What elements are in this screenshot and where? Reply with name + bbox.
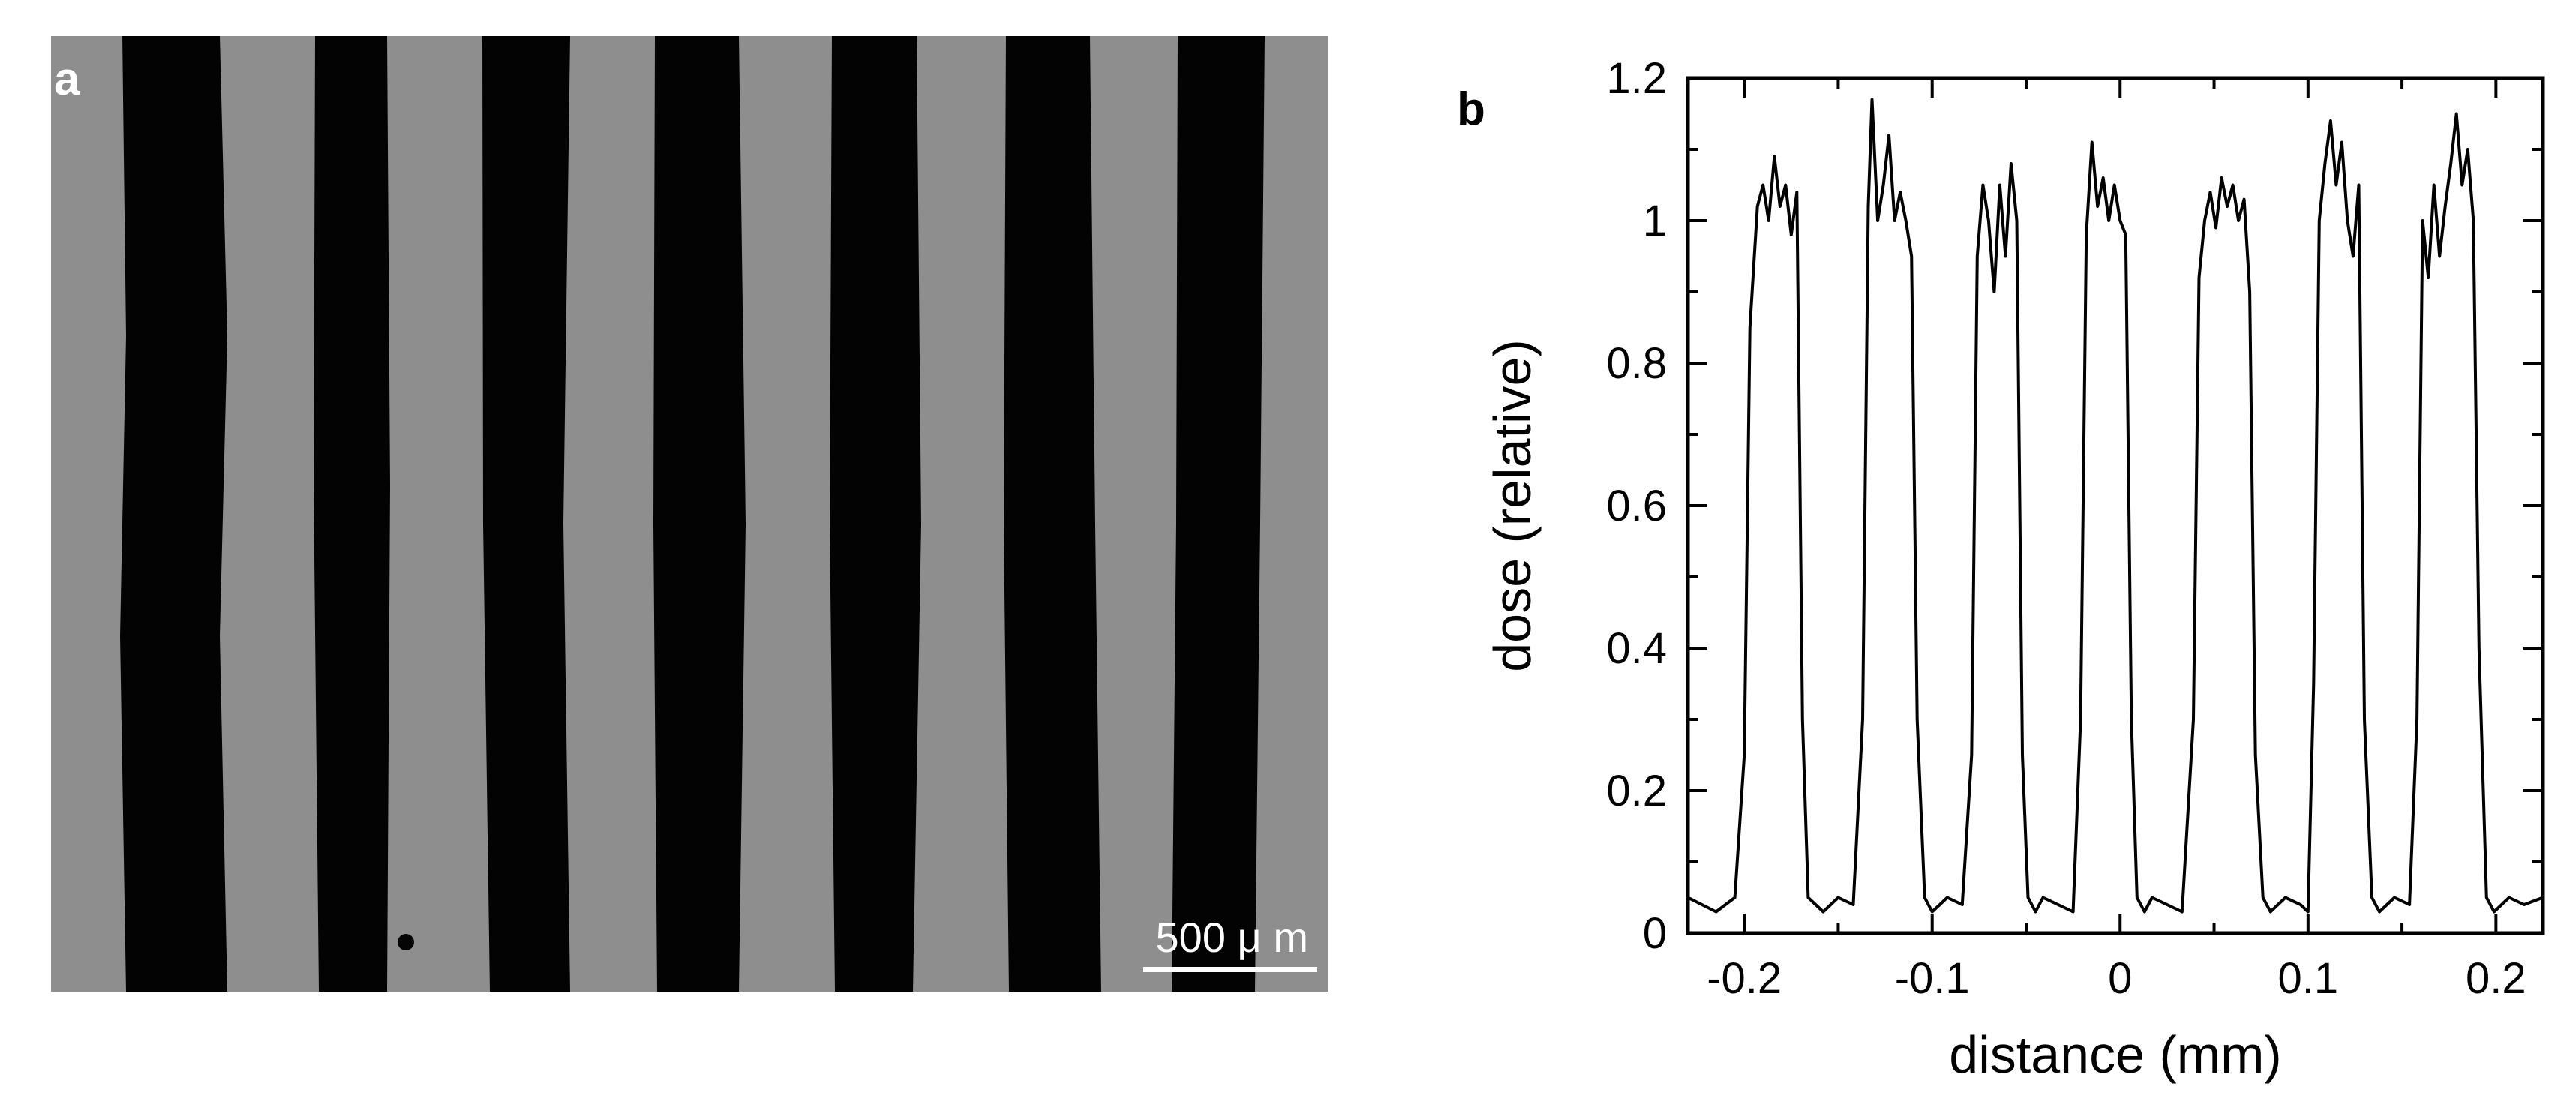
dark-stripe xyxy=(830,36,921,992)
dark-stripe xyxy=(120,36,227,992)
dark-stripe xyxy=(482,36,570,992)
y-tick-label: 1.2 xyxy=(1606,54,1667,103)
debris-speck xyxy=(398,934,414,950)
dose-series-line xyxy=(1687,98,2544,914)
dark-stripe xyxy=(314,36,390,992)
y-tick-label: 0.6 xyxy=(1606,482,1667,530)
x-tick-label: -0.2 xyxy=(1707,954,1782,1003)
scale-bar-label: 500 μ m xyxy=(1155,914,1308,961)
stripe-pattern xyxy=(120,36,1265,992)
y-tick-label: 0 xyxy=(1643,909,1667,958)
x-tick-label: 0 xyxy=(2108,954,2132,1003)
series-layer xyxy=(1687,98,2544,914)
panel-a-label: a xyxy=(54,53,80,105)
y-tick-label: 0.2 xyxy=(1606,767,1667,815)
y-tick-label: 1 xyxy=(1643,197,1667,245)
ticks xyxy=(1688,77,2543,935)
x-axis-label: distance (mm) xyxy=(1949,1025,2281,1084)
y-tick-label: 0.4 xyxy=(1606,624,1667,673)
x-tick-label: 0.1 xyxy=(2277,954,2338,1003)
tick-labels: -0.2 -0.1 0 0.1 0.2 0 0.2 0.4 0.6 0.8 1 1.2 xyxy=(1606,54,2526,1003)
y-axis-label: dose (relative) xyxy=(1483,339,1542,672)
micrograph-panel: 500 μ m xyxy=(51,36,1328,992)
x-tick-label: -0.1 xyxy=(1895,954,1970,1003)
x-tick-label: 0.2 xyxy=(2466,954,2526,1003)
dark-stripe xyxy=(1172,36,1265,992)
y-tick-label: 0.8 xyxy=(1606,339,1667,388)
dark-stripe xyxy=(653,36,746,992)
panel-b-label: b xyxy=(1457,83,1485,135)
scale-bar-line xyxy=(1143,967,1317,972)
dark-stripe xyxy=(1004,36,1101,992)
